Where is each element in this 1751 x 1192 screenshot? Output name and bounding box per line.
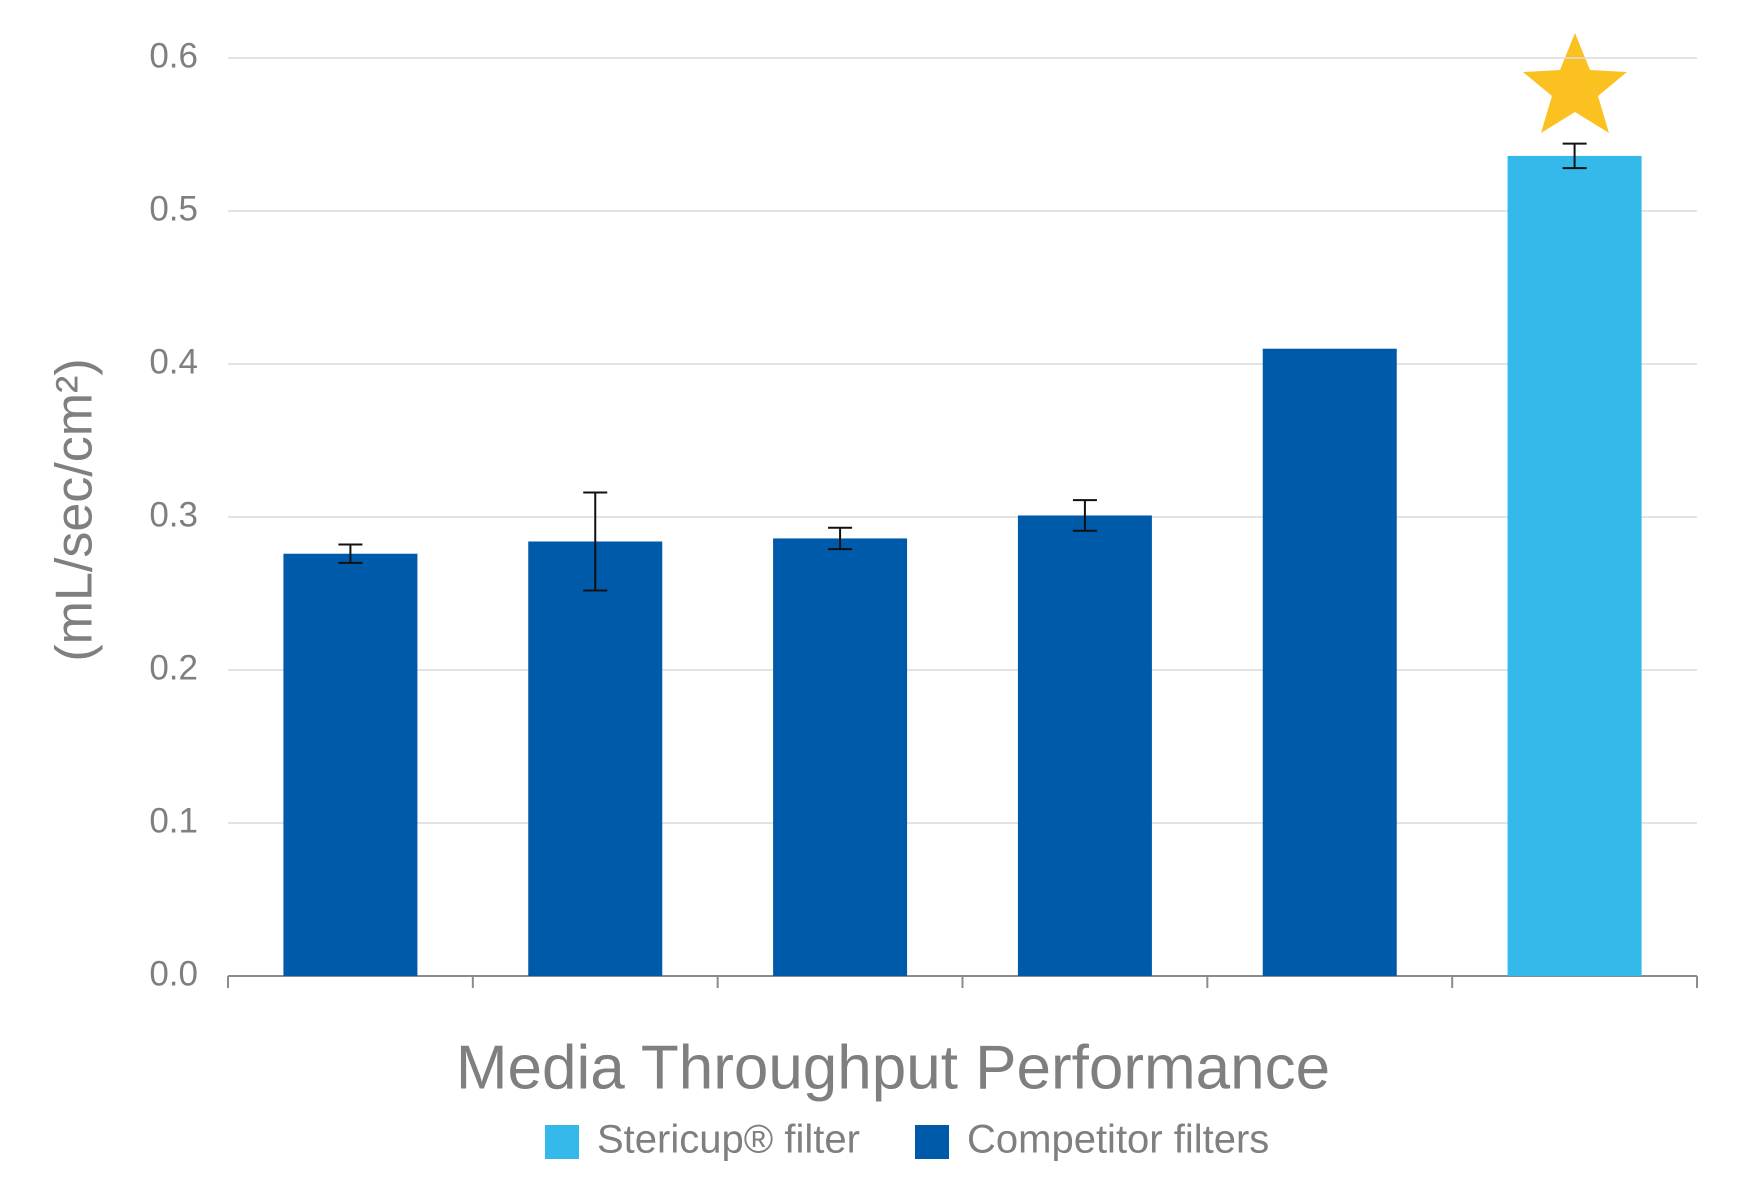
y-tick-label: 0.3 (149, 495, 198, 534)
y-tick-label: 0.4 (149, 342, 198, 381)
y-tick-label: 0.2 (149, 648, 198, 687)
y-tick-label: 0.6 (149, 36, 198, 75)
star-icon (1523, 33, 1627, 133)
y-axis-label: (mL/sec/cm²) (46, 358, 104, 661)
bar (1262, 348, 1397, 976)
y-tick-label: 0.0 (149, 954, 198, 993)
legend-swatch (915, 1125, 949, 1159)
legend-label: Stericup® filter (597, 1118, 860, 1162)
bar (283, 553, 418, 976)
legend-label: Competitor filters (967, 1118, 1269, 1162)
bar (773, 538, 908, 976)
bar (1507, 155, 1642, 977)
bar (1017, 515, 1152, 976)
legend-swatch (545, 1125, 579, 1159)
y-tick-label: 0.5 (149, 189, 198, 228)
bar (528, 541, 663, 976)
y-tick-label: 0.1 (149, 801, 198, 840)
chart-title: Media Throughput Performance (456, 1033, 1330, 1102)
